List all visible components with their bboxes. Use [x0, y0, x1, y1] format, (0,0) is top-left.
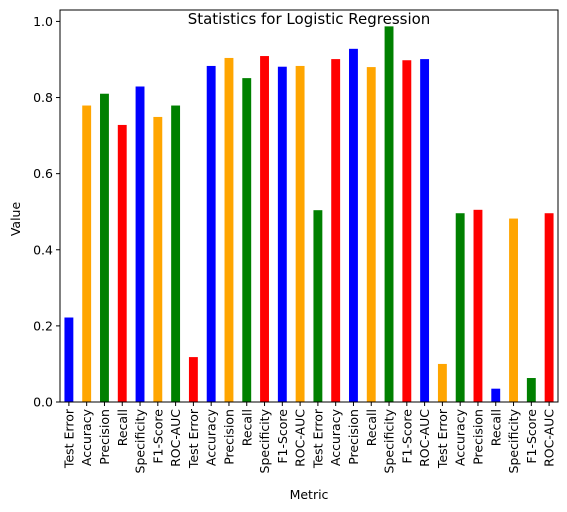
- y-tick-label: 0.6: [33, 166, 53, 181]
- bar: [277, 66, 287, 403]
- bar: [402, 60, 412, 403]
- chart-title: Statistics for Logistic Regression: [188, 10, 431, 28]
- bar: [82, 105, 92, 402]
- x-tick-label: Accuracy: [79, 408, 94, 466]
- bar: [171, 105, 181, 402]
- bar: [544, 213, 554, 402]
- bar: [331, 59, 341, 402]
- x-tick-label: Recall: [115, 409, 130, 446]
- x-tick-label: Test Error: [61, 408, 76, 469]
- bar: [313, 210, 323, 402]
- y-axis: 0.0 0.2 0.4 0.6 0.8 1.0: [33, 14, 60, 410]
- bar: [295, 65, 305, 402]
- bar: [473, 209, 483, 402]
- y-tick-label: 0.8: [33, 90, 53, 105]
- bar: [366, 67, 376, 402]
- x-tick-label: Precision: [221, 409, 236, 465]
- x-tick-label: ROC-AUC: [293, 409, 308, 467]
- x-tick-label: Specificity: [133, 408, 148, 473]
- x-tick-label: Recall: [239, 409, 254, 446]
- y-tick-label: 1.0: [33, 14, 53, 29]
- bar: [526, 378, 536, 402]
- x-tick-label: ROC-AUC: [417, 409, 432, 467]
- y-tick-label: 0.2: [33, 318, 53, 333]
- x-tick-label: Specificity: [382, 408, 397, 473]
- x-tick-label: Specificity: [506, 408, 521, 473]
- x-axis-label: Metric: [290, 487, 329, 502]
- x-tick-label: F1-Score: [399, 409, 414, 464]
- x-tick-label: F1-Score: [524, 409, 539, 464]
- x-tick-label: Test Error: [310, 408, 325, 469]
- x-tick-label: Precision: [470, 409, 485, 465]
- bar: [206, 65, 216, 402]
- x-tick-label: Precision: [97, 409, 112, 465]
- y-tick-label: 0.4: [33, 242, 53, 257]
- x-tick-label: Recall: [364, 409, 379, 446]
- bar: [188, 357, 198, 402]
- bar: [509, 218, 518, 402]
- x-tick-label: ROC-AUC: [168, 409, 183, 467]
- x-tick-label: ROC-AUC: [542, 409, 557, 467]
- x-tick-label: Precision: [346, 409, 361, 465]
- bar: [242, 78, 252, 403]
- bar: [260, 56, 269, 403]
- bar: [64, 317, 74, 402]
- bar: [491, 388, 501, 402]
- x-tick-label: F1-Score: [275, 409, 290, 464]
- x-tick-label: Test Error: [435, 408, 450, 469]
- bar: [420, 59, 430, 402]
- x-tick-label: Accuracy: [453, 408, 468, 466]
- bars-group: [64, 26, 554, 403]
- plot-frame: [59, 9, 559, 403]
- bar: [455, 213, 465, 402]
- bar: [117, 124, 127, 402]
- bar: [437, 363, 447, 402]
- bar: [100, 93, 109, 402]
- x-tick-label: Specificity: [257, 408, 272, 473]
- x-tick-label: Accuracy: [328, 408, 343, 466]
- bar: [384, 26, 394, 403]
- x-tick-label: F1-Score: [150, 409, 165, 464]
- x-tick-label: Test Error: [186, 408, 201, 469]
- bar: [349, 48, 358, 402]
- x-tick-label: Recall: [488, 409, 503, 446]
- x-tick-label: Accuracy: [204, 408, 219, 466]
- bar: [135, 86, 145, 402]
- bar: [224, 57, 234, 402]
- bar: [153, 116, 163, 402]
- y-tick-label: 0.0: [33, 395, 53, 410]
- y-axis-label: Value: [8, 202, 23, 237]
- x-axis: Test Error Accuracy Precision Recall Specifi…: [61, 402, 557, 473]
